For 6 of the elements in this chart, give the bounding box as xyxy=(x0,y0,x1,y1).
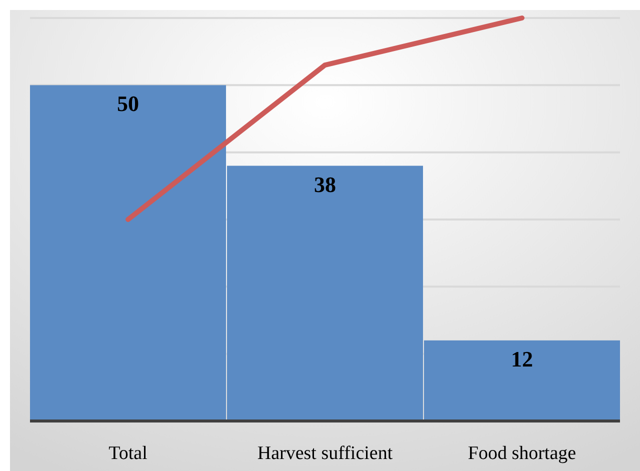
x-tick-label: Food shortage xyxy=(468,443,576,464)
data-label: 12 xyxy=(510,346,533,372)
data-label: 38 xyxy=(314,172,336,197)
x-tick-label: Harvest sufficient xyxy=(257,443,394,464)
x-tick-label: Total xyxy=(108,443,148,464)
data-label: 50 xyxy=(117,91,140,116)
